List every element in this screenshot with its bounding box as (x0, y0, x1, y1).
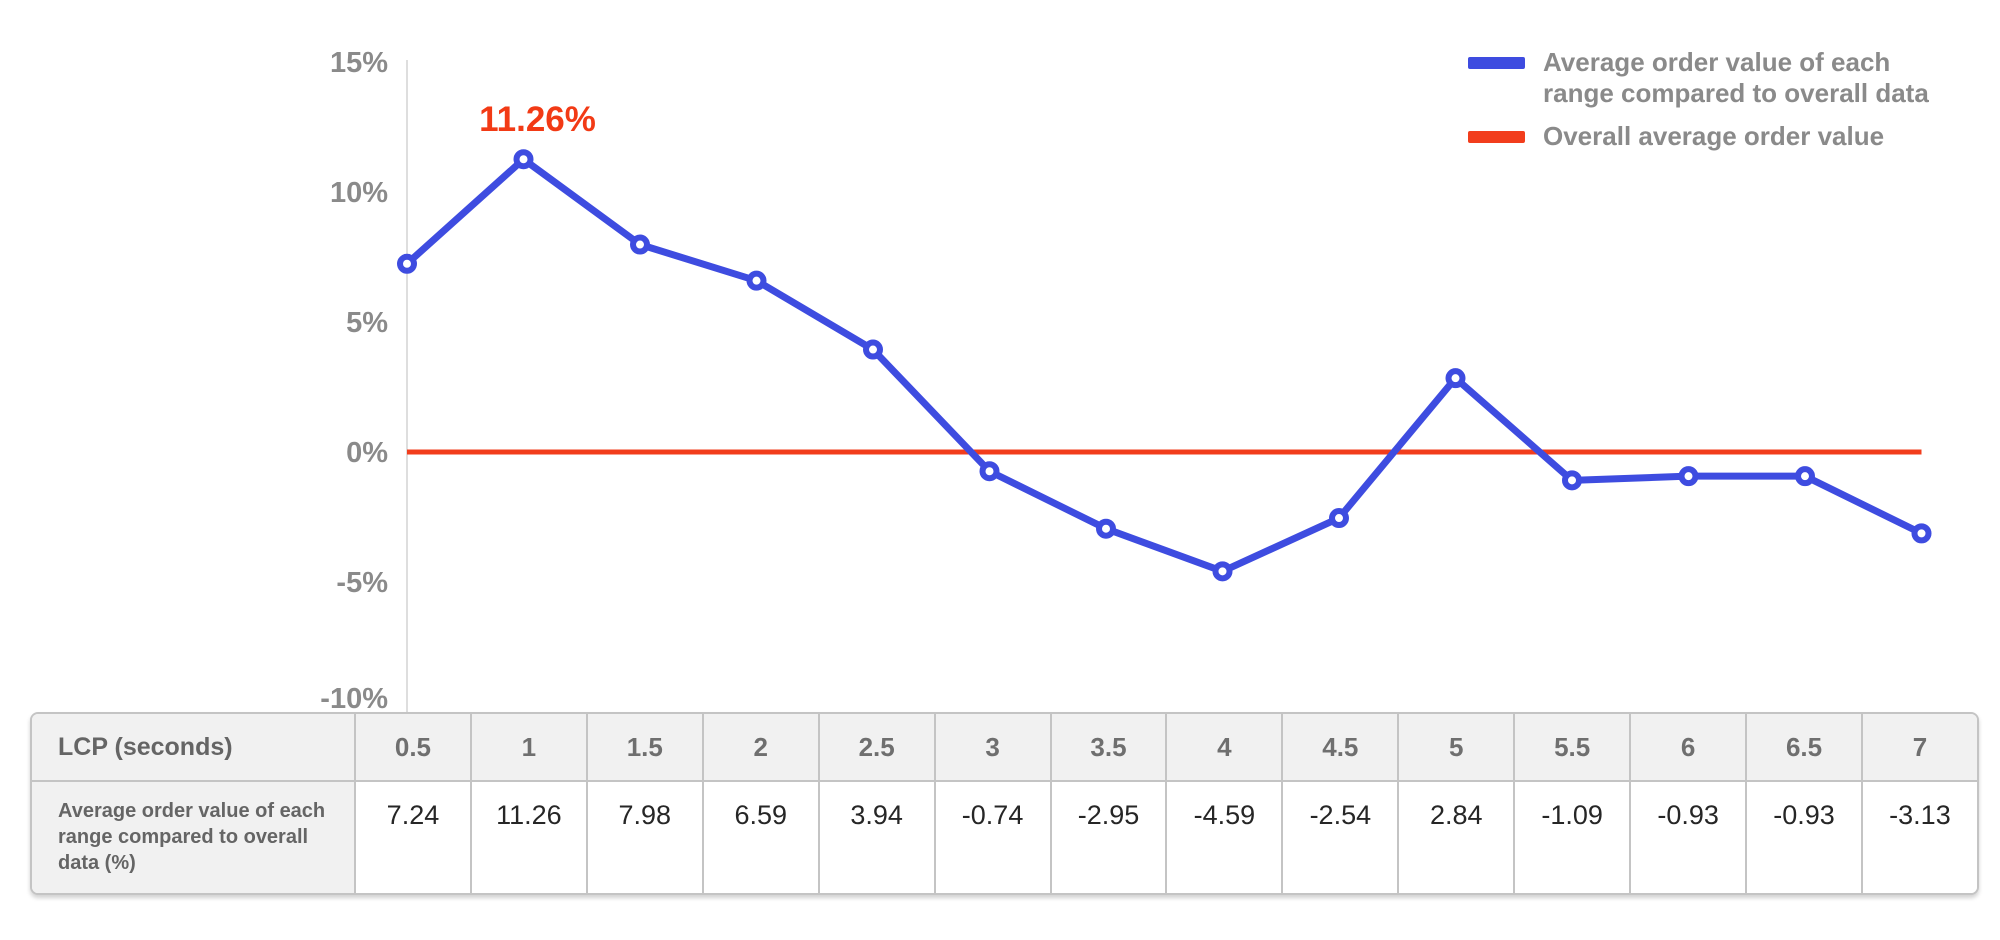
data-point-marker (1445, 368, 1466, 389)
data-point-marker (746, 270, 767, 291)
lcp-header-cell: 2 (701, 714, 818, 780)
lcp-header-cell: 3.5 (1049, 714, 1166, 780)
lcp-header-cell: 5.5 (1513, 714, 1630, 780)
y-axis-labels: 15% 10% 5% 0% -5% -10% (320, 47, 388, 712)
lcp-header-cell: 2.5 (817, 714, 934, 780)
lcp-header-cell: 1 (469, 714, 586, 780)
data-point-marker (1911, 523, 1932, 544)
aov-value-cell: 6.59 (701, 782, 818, 893)
aov-value-cell: -0.93 (1629, 782, 1746, 893)
chart-legend: Average order value of each range compar… (1468, 47, 1929, 152)
legend-item-aov: Average order value of each range compar… (1468, 47, 1929, 109)
aov-line (403, 155, 1925, 575)
aov-value-cell: -0.74 (933, 782, 1050, 893)
data-point-marker (1329, 508, 1349, 529)
lcp-header-cell: 4 (1165, 714, 1282, 780)
data-point-marker (1096, 518, 1116, 539)
legend-swatch-blue (1468, 57, 1525, 69)
lcp-header-cell: 5 (1397, 714, 1514, 780)
lcp-header-cell: 0.5 (354, 714, 470, 780)
legend-item-overall: Overall average order value (1468, 121, 1929, 152)
lcp-header-cell: 4.5 (1281, 714, 1398, 780)
table-header-row: LCP (seconds) 0.5 1 1.5 2 2.5 3 3.5 4 4.5 5 5.5 6 6.… (32, 714, 1977, 782)
data-point-marker (979, 461, 1000, 482)
aov-value-cell: 7.24 (354, 782, 470, 893)
aov-value-cell: -1.09 (1513, 782, 1630, 893)
y-axis-tick-label: 10% (330, 177, 388, 209)
table-value-row: Average order value of each range compar… (32, 782, 1977, 893)
lcp-header-cell: 1.5 (585, 714, 702, 780)
y-axis-tick-label: 5% (346, 307, 388, 339)
y-axis-tick-label: 0% (346, 437, 388, 469)
data-point-marker (513, 149, 534, 170)
y-axis-tick-label: -5% (336, 567, 388, 599)
aov-value-cell: -2.95 (1049, 782, 1166, 893)
lcp-header-cell: 7 (1860, 714, 1977, 780)
data-point-marker (397, 253, 417, 274)
aov-value-cell: 7.98 (585, 782, 702, 893)
data-point-marker (1795, 466, 1815, 487)
y-axis-tick-label: -10% (320, 683, 388, 712)
data-point-marker (1212, 561, 1233, 582)
lcp-header-cell: 6.5 (1745, 714, 1861, 780)
y-axis-tick-label: 15% (330, 47, 388, 79)
legend-label-aov: Average order value of each range compar… (1543, 47, 1929, 108)
table-row-label: Average order value of each range compar… (32, 782, 354, 893)
aov-value-cell: -4.59 (1165, 782, 1282, 893)
data-point-marker (630, 234, 650, 255)
data-point-marker (1562, 470, 1582, 491)
data-point-marker (863, 339, 883, 360)
legend-swatch-red (1468, 131, 1525, 143)
data-point-marker (1678, 466, 1699, 487)
lcp-header-cell: 3 (933, 714, 1050, 780)
aov-value-cell: 11.26 (469, 782, 586, 893)
aov-value-cell: 3.94 (817, 782, 934, 893)
lcp-header-cell: 6 (1629, 714, 1746, 780)
aov-markers (397, 149, 1932, 582)
legend-label-overall: Overall average order value (1543, 121, 1885, 151)
line-chart: 15% 10% 5% 0% -5% -10% 11.26% (320, 47, 1932, 712)
table-header-label: LCP (seconds) (32, 714, 354, 780)
aov-value-cell: -3.13 (1860, 782, 1977, 893)
aov-value-cell: 2.84 (1397, 782, 1514, 893)
aov-value-cell: -0.93 (1745, 782, 1861, 893)
peak-annotation: 11.26% (479, 100, 596, 139)
lcp-data-table: LCP (seconds) 0.5 1 1.5 2 2.5 3 3.5 4 4.5 5 5.5 6 6.… (30, 712, 1979, 895)
aov-value-cell: -2.54 (1281, 782, 1398, 893)
